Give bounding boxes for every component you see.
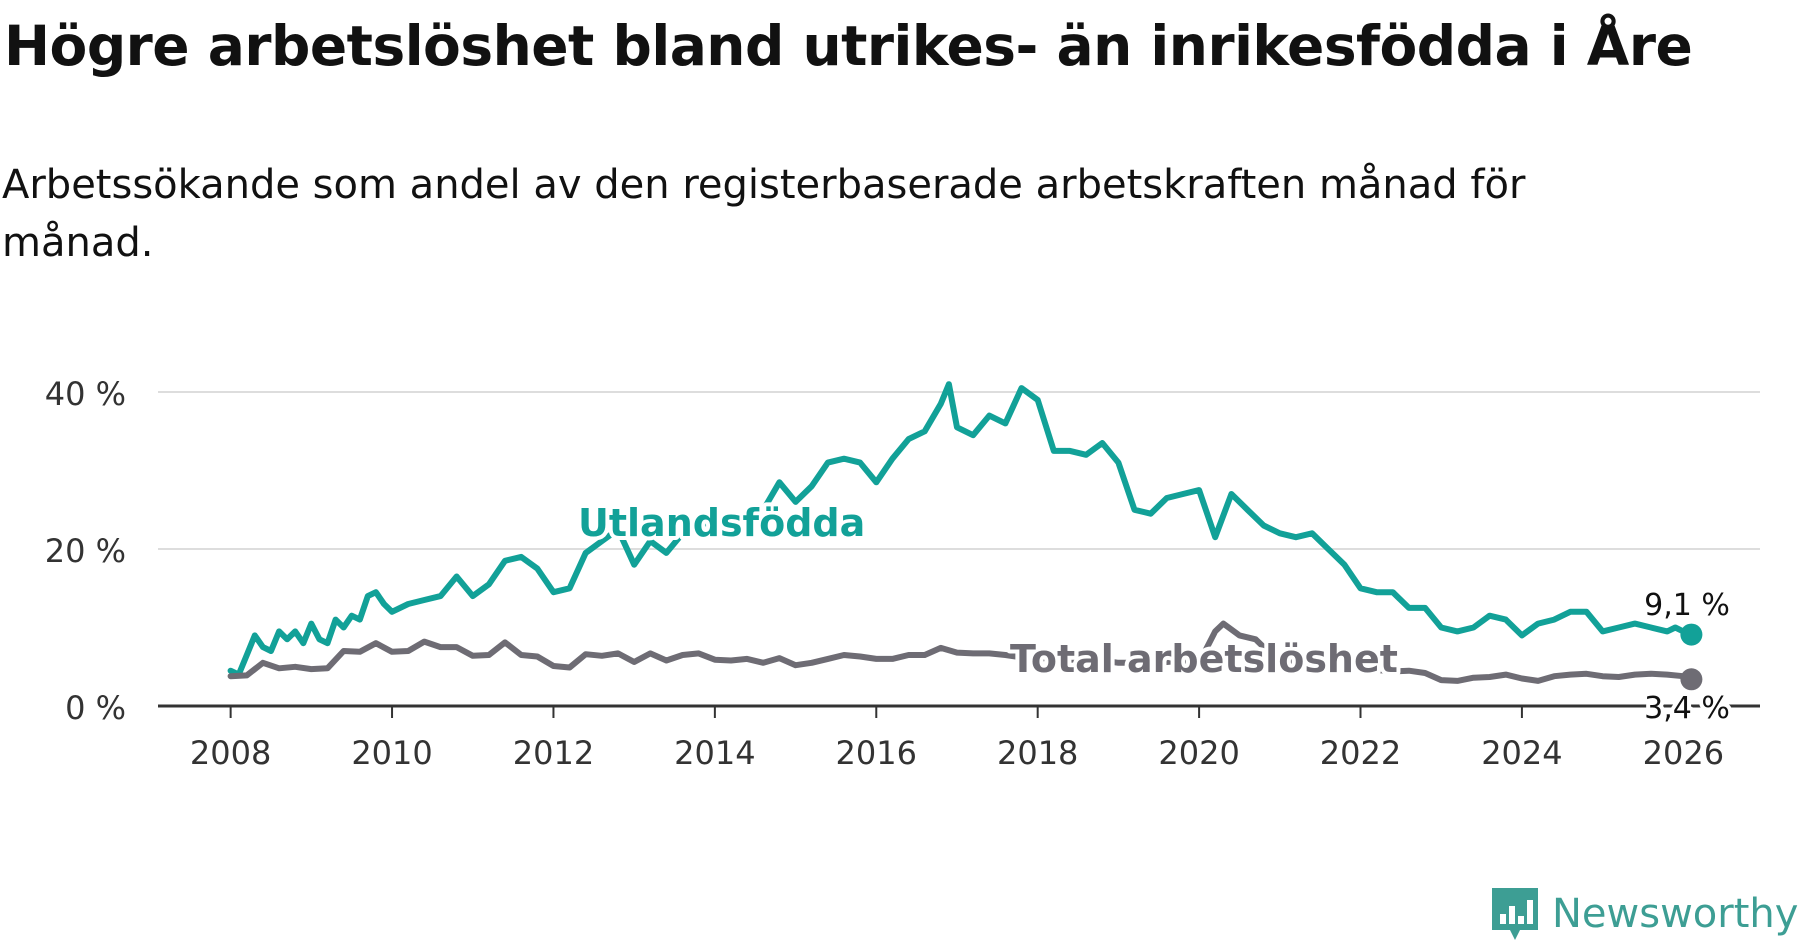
x-tick-label: 2026 (1643, 734, 1724, 772)
newsworthy-logo-icon (1492, 888, 1538, 940)
total-unemployment-end-marker (1680, 668, 1703, 691)
chart-subtitle: Arbetssökande som andel av den registerb… (2, 162, 1526, 266)
series-lines (227, 381, 1703, 691)
x-tick-label: 2020 (1158, 734, 1239, 772)
total-unemployment-line (227, 620, 1695, 684)
gridlines (158, 391, 1760, 550)
x-tick-label: 2022 (1320, 734, 1401, 772)
total-unemployment-label: Total arbetslöshet (1010, 637, 1398, 681)
axes: 0 % 20 % 40 % 2008 2010 2012 2014 2016 2018 2020 2… (45, 375, 1760, 772)
x-tick-label: 2018 (997, 734, 1078, 772)
foreign-born-end-marker (1680, 623, 1703, 646)
chart-title: Högre arbetslöshet bland utrikes- än inr… (4, 14, 1693, 78)
x-tick-label: 2008 (190, 734, 271, 772)
brand-name: Newsworthy (1552, 891, 1799, 937)
y-tick-label: 0 % (65, 689, 126, 727)
brand-logo[interactable]: Newsworthy (1490, 884, 1798, 944)
series-labels: Utlandsfödda Total arbetslöshet 9,1 % 3,4 % (574, 497, 1734, 730)
x-tick-label: 2012 (513, 734, 594, 772)
x-tick-label: 2014 (674, 734, 755, 772)
foreign-born-end-label: 9,1 % (1644, 588, 1730, 623)
x-tick-label: 2010 (351, 734, 432, 772)
x-tick-label: 2024 (1481, 734, 1562, 772)
y-tick-label: 40 % (45, 375, 126, 413)
y-tick-label: 20 % (45, 532, 126, 570)
foreign-born-line (227, 381, 1695, 678)
total-unemployment-end-label: 3,4 % (1644, 691, 1730, 726)
foreign-born-label: Utlandsfödda (578, 501, 865, 545)
x-tick-label: 2016 (836, 734, 917, 772)
